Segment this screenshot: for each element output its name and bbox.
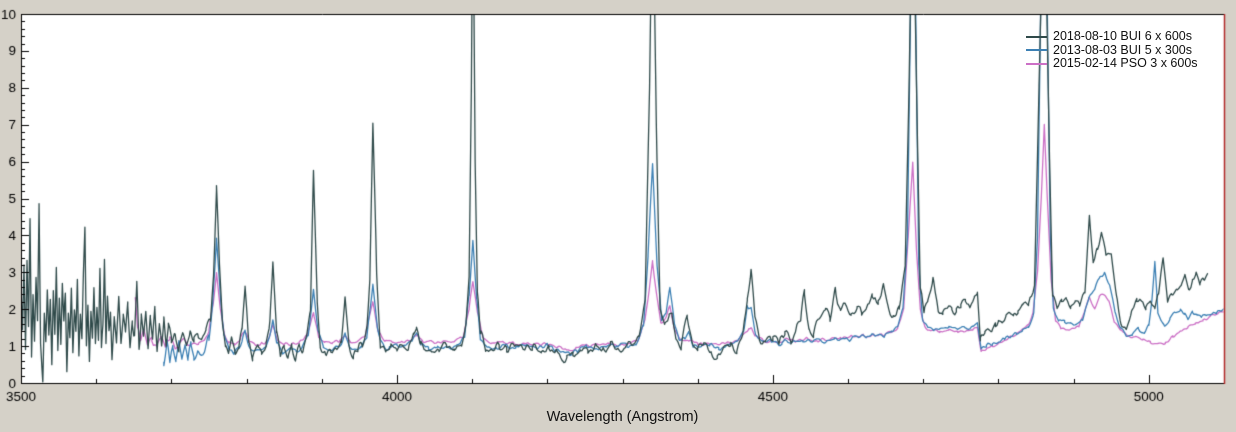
legend-label: 2015-02-14 PSO 3 x 600s (1053, 56, 1198, 70)
legend-item: 2018-08-10 BUI 6 x 600s (1026, 29, 1198, 43)
legend: 2018-08-10 BUI 6 x 600s 2013-08-03 BUI 5… (1026, 29, 1198, 70)
legend-line-swatch (1026, 62, 1047, 65)
x-axis-label: Wavelength (Angstrom) (546, 409, 699, 425)
legend-item: 2013-08-03 BUI 5 x 300s (1026, 42, 1198, 57)
legend-label: 2013-08-03 BUI 5 x 300s (1053, 42, 1192, 57)
legend-line-swatch (1026, 35, 1047, 38)
legend-label: 2018-08-10 BUI 6 x 600s (1053, 29, 1192, 43)
legend-item: 2015-02-14 PSO 3 x 600s (1026, 56, 1198, 70)
legend-line-swatch (1026, 49, 1047, 51)
